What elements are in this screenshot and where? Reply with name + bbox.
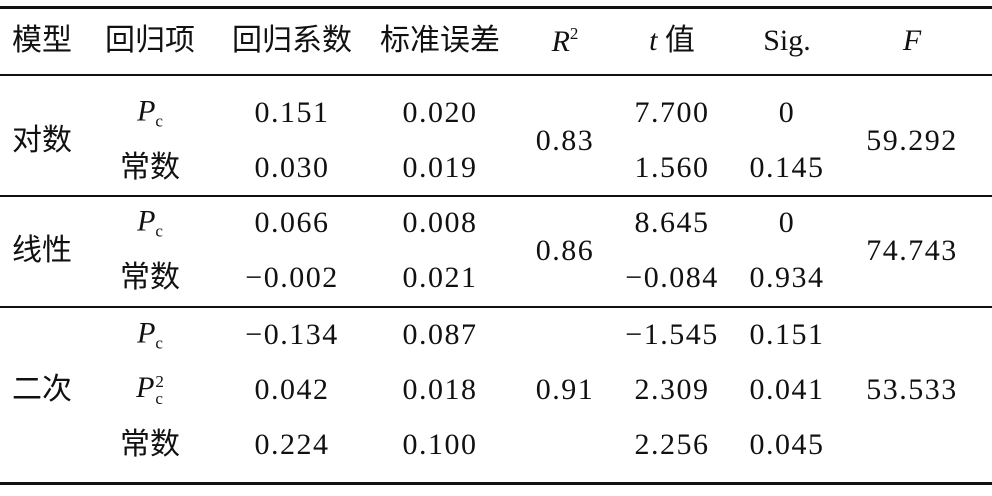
t-value: 7.700	[634, 96, 710, 129]
t-value: 1.560	[634, 151, 710, 184]
std-error: 0.019	[402, 151, 478, 184]
r-squared: 0.83	[535, 123, 595, 157]
f-value: 53.533	[866, 373, 958, 406]
t-value: 2.256	[634, 428, 710, 461]
header-cell: 模型	[12, 24, 72, 57]
header-cell: t 值	[649, 26, 695, 56]
significance: 0	[778, 206, 796, 239]
std-error: 0.018	[402, 373, 478, 406]
significance: 0.041	[749, 373, 825, 406]
bottom-rule	[0, 482, 992, 485]
coefficient: 0.030	[254, 151, 330, 184]
top-rule	[0, 6, 992, 9]
f-value: 59.292	[866, 123, 958, 157]
term: 常数	[120, 261, 180, 294]
term-sub: c	[155, 389, 163, 409]
term-base: P	[137, 204, 156, 238]
significance: 0.145	[749, 151, 825, 184]
t-value: −1.545	[625, 318, 719, 351]
std-error: 0.008	[402, 206, 478, 239]
r-squared: 0.91	[535, 373, 595, 406]
r-squared: 0.86	[535, 233, 595, 267]
coefficient: 0.224	[254, 428, 330, 461]
coefficient: −0.134	[245, 318, 339, 351]
header-cell: 回归项	[105, 24, 195, 57]
term-sub: c	[155, 333, 163, 353]
term-base: P	[136, 370, 155, 404]
significance: 0.151	[749, 318, 825, 351]
term-sub: c	[155, 111, 163, 131]
term-sup: 2	[155, 372, 164, 392]
header-cell: R2	[552, 25, 579, 57]
header-cell-sup: 2	[569, 24, 579, 43]
model-name: 对数	[12, 123, 72, 157]
group-rule	[0, 195, 992, 197]
term-sub: c	[155, 221, 163, 241]
std-error: 0.087	[402, 318, 478, 351]
group-rule	[0, 306, 992, 308]
model-name: 二次	[12, 373, 72, 406]
header-cell-italic: R	[551, 25, 570, 58]
coefficient: 0.151	[254, 96, 330, 129]
std-error: 0.100	[402, 428, 478, 461]
header-cell: Sig.	[763, 24, 811, 57]
t-value: 2.309	[634, 373, 710, 406]
coefficient: −0.002	[245, 261, 339, 294]
t-value: 8.645	[634, 206, 710, 239]
term: 常数	[120, 151, 180, 184]
coefficient: 0.066	[254, 206, 330, 239]
f-value: 74.743	[866, 233, 958, 267]
header-cell-italic: F	[902, 24, 922, 57]
header-rule	[0, 74, 992, 76]
term-base: P	[137, 316, 156, 350]
model-name: 线性	[12, 233, 72, 267]
header-cell-italic: t	[649, 24, 658, 57]
term: Pc	[137, 316, 163, 353]
header-cell: 标准误差	[380, 24, 500, 57]
header-cell: 回归系数	[232, 24, 352, 57]
term: 常数	[120, 428, 180, 461]
header-cell-text: 值	[664, 24, 695, 57]
std-error: 0.020	[402, 96, 478, 129]
term-base: P	[137, 94, 156, 128]
term: Pc	[137, 204, 163, 241]
term: Pc	[137, 94, 163, 131]
header-cell: F	[903, 26, 921, 56]
coefficient: 0.042	[254, 373, 330, 406]
t-value: −0.084	[625, 261, 719, 294]
significance: 0.934	[749, 261, 825, 294]
significance: 0	[778, 96, 796, 129]
std-error: 0.021	[402, 261, 478, 294]
significance: 0.045	[749, 428, 825, 461]
